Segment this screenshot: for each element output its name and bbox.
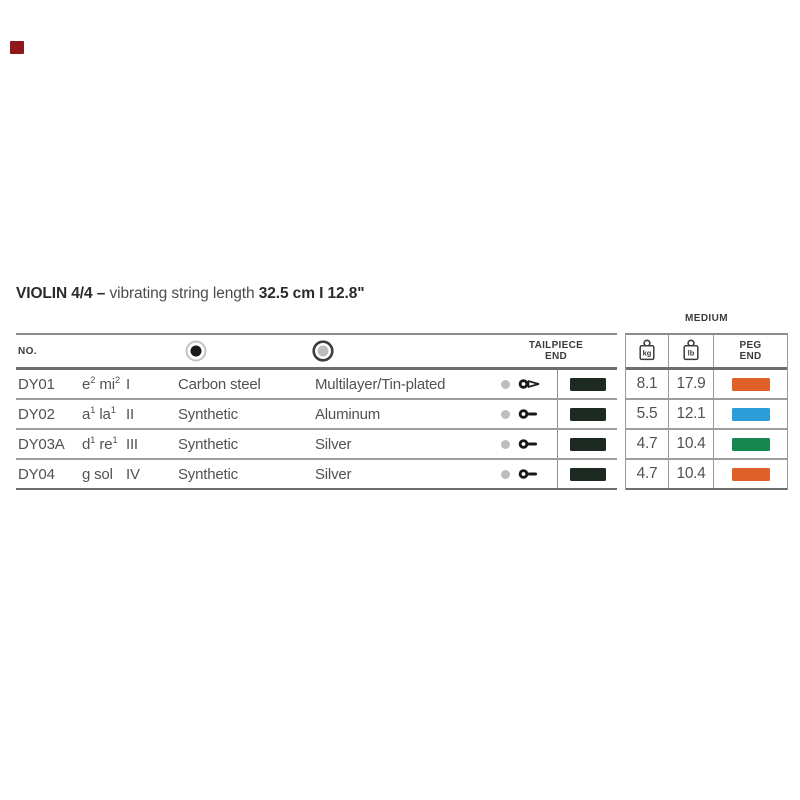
tension-lb-value: 10.4 (668, 430, 713, 458)
string-roman-numeral: III (126, 435, 138, 453)
tailpiece-color-swatch (569, 437, 606, 451)
tailpiece-header-line1: TAILPIECE (528, 340, 584, 351)
tension-row: 4.7 10.4 (626, 430, 787, 460)
tailpiece-color-cell (557, 460, 617, 488)
tension-row: 4.7 10.4 (626, 460, 787, 490)
tension-lb-value: 17.9 (668, 370, 713, 398)
fine-tune-dot-icon (501, 439, 510, 449)
tailpiece-color-cell (557, 370, 617, 398)
peg-color-swatch (731, 407, 770, 421)
tension-table: kg lb PEG END 8.1 17.9 (625, 333, 788, 490)
tension-lb-value: 12.1 (668, 400, 713, 428)
tailpiece-color-cell (557, 430, 617, 458)
tailpiece-color-swatch (569, 407, 606, 421)
peg-color-cell (713, 370, 787, 398)
string-number: DY01 (18, 375, 55, 393)
string-table-row: DY01 e2 mi2 I Carbon steel Multilayer/Ti… (16, 370, 617, 400)
svg-text:kg: kg (643, 349, 652, 358)
tension-table-header: kg lb PEG END (626, 335, 787, 370)
tailpiece-color-swatch (569, 467, 606, 481)
kg-weight-icon: kg (626, 335, 668, 367)
string-table-row: DY04 g sol IV Synthetic Silver (16, 460, 617, 490)
string-roman-numeral: IV (126, 465, 140, 483)
string-roman-numeral: I (126, 375, 130, 393)
fine-tune-dot-icon (501, 409, 510, 419)
peg-color-swatch (731, 377, 770, 391)
tailpiece-end-icons (501, 370, 557, 398)
pitch-names: e2 mi2 (82, 374, 121, 393)
tension-row: 5.5 12.1 (626, 400, 787, 430)
string-number: DY04 (18, 465, 55, 483)
string-table-row: DY02 a1 la1 II Synthetic Aluminum (16, 400, 617, 430)
string-pitch-cell: d1 re1 III (82, 430, 178, 458)
string-pitch-cell: a1 la1 II (82, 400, 178, 428)
pitch-names: d1 re1 (82, 434, 118, 453)
peg-color-swatch (731, 467, 770, 481)
string-number: DY03A (18, 435, 65, 453)
page-corner-accent (10, 41, 24, 54)
winding-material: Silver (315, 465, 352, 483)
tension-kg-value: 8.1 (636, 375, 658, 392)
core-circle-icon (184, 339, 208, 363)
core-material: Synthetic (178, 465, 238, 483)
title-product: VIOLIN 4/4 – (16, 285, 106, 302)
tension-kg-value: 4.7 (636, 435, 658, 452)
no-column-header: NO. (18, 345, 37, 357)
main-table-body: DY01 e2 mi2 I Carbon steel Multilayer/Ti… (16, 370, 617, 490)
page-title: VIOLIN 4/4 – vibrating string length 32.… (16, 285, 365, 303)
string-number: DY02 (18, 405, 55, 423)
tailpiece-color-swatch (569, 377, 606, 391)
string-spec-table: NO. TAILPIECE END DY01 e (16, 333, 617, 490)
ball-end-icon (518, 468, 544, 480)
tailpiece-end-header: TAILPIECE END (496, 340, 616, 362)
peg-color-cell (713, 400, 787, 428)
tension-kg-value: 5.5 (636, 405, 658, 422)
winding-material: Aluminum (315, 405, 381, 423)
peg-color-cell (713, 430, 787, 458)
svg-text:lb: lb (688, 349, 695, 358)
pitch-names: g sol (82, 465, 113, 483)
table-header-row: NO. TAILPIECE END (16, 335, 617, 370)
tension-kg-value: 4.7 (636, 465, 658, 482)
winding-material: Silver (315, 435, 352, 453)
fine-tune-dot-icon (501, 379, 510, 389)
core-material: Carbon steel (178, 375, 261, 393)
fine-tune-dot-icon (501, 469, 510, 479)
title-specs: 32.5 cm I 12.8" (258, 285, 365, 302)
ball-end-icon (518, 438, 544, 450)
loop-end-icon (518, 378, 544, 390)
peg-header-line1: PEG (739, 340, 762, 351)
string-table-row: DY03A d1 re1 III Synthetic Silver (16, 430, 617, 460)
core-material: Synthetic (178, 435, 238, 453)
title-middle: vibrating string length (105, 285, 259, 302)
tension-row: 8.1 17.9 (626, 370, 787, 400)
lb-weight-icon: lb (668, 335, 713, 367)
tailpiece-end-icons (501, 430, 557, 458)
peg-end-header: PEG END (713, 335, 787, 367)
medium-gauge-label: MEDIUM (685, 313, 728, 324)
tailpiece-end-icons (501, 460, 557, 488)
winding-ring-icon (311, 339, 335, 363)
ball-end-icon (518, 408, 544, 420)
core-material: Synthetic (178, 405, 238, 423)
string-pitch-cell: g sol IV (82, 460, 178, 488)
tailpiece-end-icons (501, 400, 557, 428)
tailpiece-color-cell (557, 400, 617, 428)
string-pitch-cell: e2 mi2 I (82, 370, 178, 398)
string-roman-numeral: II (126, 405, 134, 423)
tailpiece-header-line2: END (544, 351, 567, 362)
peg-header-line2: END (739, 351, 762, 362)
tension-table-body: 8.1 17.9 5.5 12.1 4.7 10.4 4.7 10.4 (626, 370, 787, 490)
winding-material: Multilayer/Tin-plated (315, 375, 446, 393)
tension-lb-value: 10.4 (668, 460, 713, 488)
peg-color-cell (713, 460, 787, 488)
pitch-names: a1 la1 (82, 404, 116, 423)
peg-color-swatch (731, 437, 770, 451)
